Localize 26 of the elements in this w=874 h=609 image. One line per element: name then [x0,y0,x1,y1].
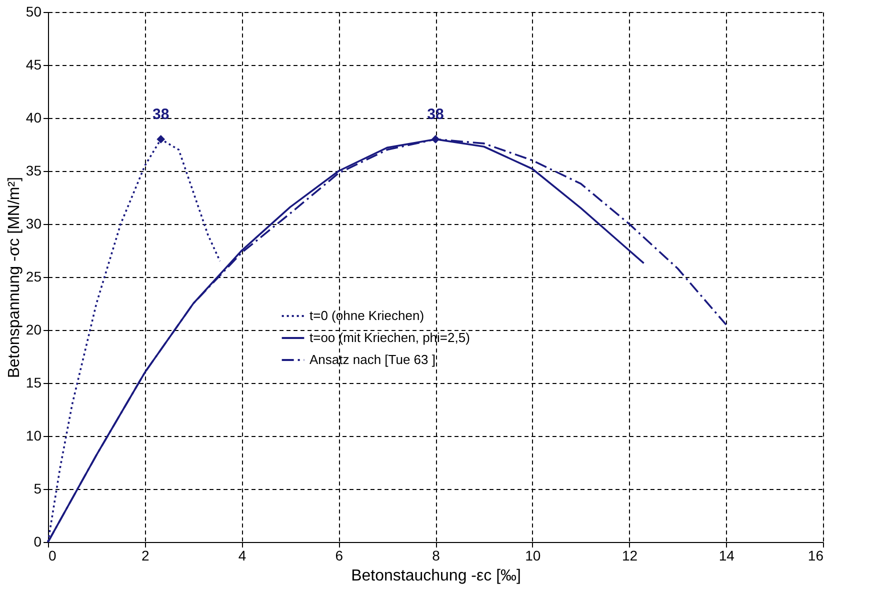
x-tick-label: 10 [525,548,541,564]
y-tick-label: 5 [34,480,42,496]
x-tick-label: 16 [808,548,824,564]
x-tick-label: 2 [141,548,150,564]
legend-label: t=oo (mit Kriechen, phi=2,5) [310,330,470,345]
y-tick-label: 50 [26,4,42,20]
x-tick-label: 8 [432,548,440,564]
x-tick-label: 4 [238,548,246,564]
y-tick-label: 45 [26,56,42,72]
legend-label: t=0 (ohne Kriechen) [310,308,424,323]
x-tick-label: 0 [48,548,56,564]
y-tick-label: 0 [34,534,42,550]
y-tick-label: 25 [26,268,42,284]
y-tick-label: 40 [26,110,42,126]
y-tick-label: 15 [26,374,42,390]
legend-label: Ansatz nach [Tue 63 ] [310,352,436,367]
x-tick-label: 6 [335,548,344,564]
y-tick-label: 30 [26,216,42,232]
annotation: 38 [152,106,170,124]
x-tick-label: 12 [622,548,638,564]
y-tick-label: 20 [26,322,42,338]
x-tick-label: 14 [718,548,735,564]
y-axis-title: Betonspannung -σc [MN/m²] [6,176,23,378]
y-tick-label: 10 [26,428,42,444]
y-tick-label: 35 [26,162,42,178]
x-axis-title: Betonstauchung -εc [‰] [351,568,521,584]
